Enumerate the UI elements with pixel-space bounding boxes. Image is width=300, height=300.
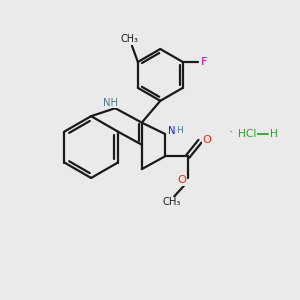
Text: F: F [201,57,208,67]
Text: N: N [168,126,176,136]
Text: NH: NH [103,98,118,108]
Text: H: H [177,126,184,135]
Text: O: O [202,135,211,145]
Text: CH₃: CH₃ [120,34,138,44]
Text: HCl: HCl [238,129,256,139]
Text: H: H [270,129,278,139]
Text: ·: · [229,126,233,140]
Text: O: O [178,175,187,185]
Text: CH₃: CH₃ [162,197,180,207]
